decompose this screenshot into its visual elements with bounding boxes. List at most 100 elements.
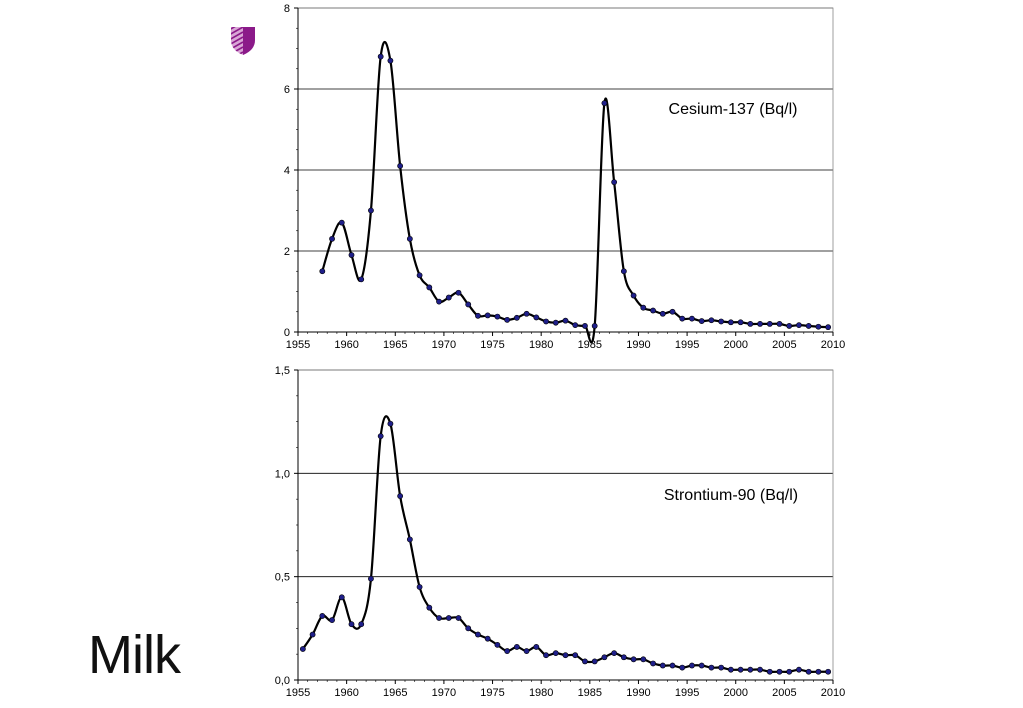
cesium-data-point <box>445 294 452 301</box>
strontium-data-point <box>562 652 569 659</box>
strontium-data-point <box>397 493 404 499</box>
strontium-data-point <box>523 648 530 654</box>
strontium-x-tick-label: 1960 <box>334 687 358 699</box>
strontium-plot-frame <box>297 369 834 681</box>
strontium-data-point <box>815 668 822 675</box>
strontium-x-tick-label: 1970 <box>432 687 456 699</box>
strontium-data-point <box>611 650 618 657</box>
cesium-data-point <box>786 323 793 329</box>
cesium-data-point <box>698 318 705 324</box>
cesium-annotation: Cesium-137 (Bq/l) <box>669 101 798 118</box>
strontium-x-tick-label: 1975 <box>480 687 504 699</box>
cesium-data-point <box>543 318 549 325</box>
strontium-annotation: Strontium-90 (Bq/l) <box>664 487 798 504</box>
strontium-data-point <box>543 652 549 659</box>
cesium-data-point <box>815 323 822 330</box>
cesium-data-point <box>679 315 686 322</box>
strontium-data-point <box>552 650 559 657</box>
cesium-data-point <box>504 316 511 323</box>
cesium-x-tick-label: 1965 <box>383 339 407 351</box>
cesium-x-tick-label: 1955 <box>286 339 310 351</box>
strontium-data-point <box>338 594 345 601</box>
strontium-x-tick-label: 1985 <box>578 687 602 699</box>
strontium-data-point <box>650 660 656 667</box>
cesium-data-point <box>348 252 355 258</box>
cesium-data-point <box>533 314 540 321</box>
cesium-x-tick-label: 1980 <box>529 339 553 351</box>
cesium-data-point <box>630 292 637 299</box>
strontium-data-point <box>299 646 306 652</box>
strontium-data-point <box>669 662 676 669</box>
cesium-data-point <box>338 219 345 226</box>
cesium-data-point <box>737 319 744 326</box>
strontium-data-point <box>630 656 637 663</box>
strontium-x-tick-label: 1955 <box>286 687 310 699</box>
strontium-data-point <box>825 668 832 675</box>
cesium-x-tick-label: 1990 <box>626 339 650 351</box>
cesium-data-point <box>329 235 335 242</box>
cesium-x-tick-label: 1985 <box>578 339 602 351</box>
cesium-data-point <box>406 235 413 242</box>
strontium-y-tick-label: 0,0 <box>275 675 290 687</box>
cesium-y-tick-label: 2 <box>284 246 290 258</box>
strontium-data-point <box>757 666 763 673</box>
strontium-data-point <box>708 664 715 671</box>
strontium-data-point <box>455 615 462 621</box>
strontium-series-line <box>301 415 829 673</box>
strontium-data-point <box>737 666 744 673</box>
strontium-x-tick-label: 1995 <box>675 687 699 699</box>
cesium-data-point <box>659 310 666 317</box>
strontium-data-point <box>309 631 316 638</box>
strontium-data-point <box>776 668 783 675</box>
cesium-data-point <box>494 313 501 320</box>
cesium-data-point <box>689 315 695 322</box>
strontium-data-point <box>805 668 812 675</box>
strontium-y-tick-label: 1,0 <box>275 468 290 480</box>
cesium-data-point <box>708 317 715 324</box>
strontium-data-point <box>659 662 666 669</box>
cesium-data-point <box>572 322 579 329</box>
strontium-x-tick-label: 2000 <box>723 687 747 699</box>
cesium-data-point <box>416 272 423 279</box>
strontium-data-point <box>601 654 608 661</box>
strontium-data-point <box>484 635 491 642</box>
cesium-data-point <box>796 322 802 329</box>
cesium-data-point <box>377 53 384 60</box>
cesium-data-point <box>552 319 559 326</box>
cesium-data-point <box>484 312 491 319</box>
slide-title: Milk <box>88 625 181 685</box>
cesium-y-tick-label: 0 <box>284 327 290 339</box>
cesium-series-line <box>321 41 829 344</box>
cesium-data-point <box>805 323 812 329</box>
cesium-data-point <box>582 323 588 329</box>
cesium-data-point <box>727 319 734 326</box>
strontium-data-point <box>329 617 335 623</box>
strontium-data-point <box>689 662 695 669</box>
cesium-data-point <box>455 289 462 296</box>
strontium-data-point <box>348 621 355 628</box>
strontium-data-point <box>640 656 647 663</box>
strontium-data-point <box>786 668 793 675</box>
cesium-data-point <box>640 304 647 311</box>
strontium-data-point <box>387 420 394 427</box>
cesium-data-point <box>465 301 472 308</box>
cesium-data-point <box>650 307 656 314</box>
cesium-data-point <box>611 179 618 186</box>
cesium-data-point <box>601 100 608 107</box>
strontium-data-point <box>445 615 452 621</box>
cesium-data-point <box>825 324 832 331</box>
cesium-x-tick-label: 1995 <box>675 339 699 351</box>
strontium-data-point <box>358 621 365 628</box>
cesium-data-point <box>591 323 598 329</box>
cesium-data-point <box>368 207 374 214</box>
cesium-data-point <box>523 310 530 317</box>
cesium-y-tick-label: 8 <box>284 3 290 15</box>
cesium-data-point <box>757 320 763 327</box>
strontium-data-point <box>698 662 705 669</box>
strontium-data-point <box>591 658 598 665</box>
strontium-data-point <box>718 664 725 671</box>
cesium-data-point <box>319 268 326 275</box>
cesium-data-point <box>513 314 520 321</box>
cesium-x-tick-label: 1960 <box>334 339 358 351</box>
